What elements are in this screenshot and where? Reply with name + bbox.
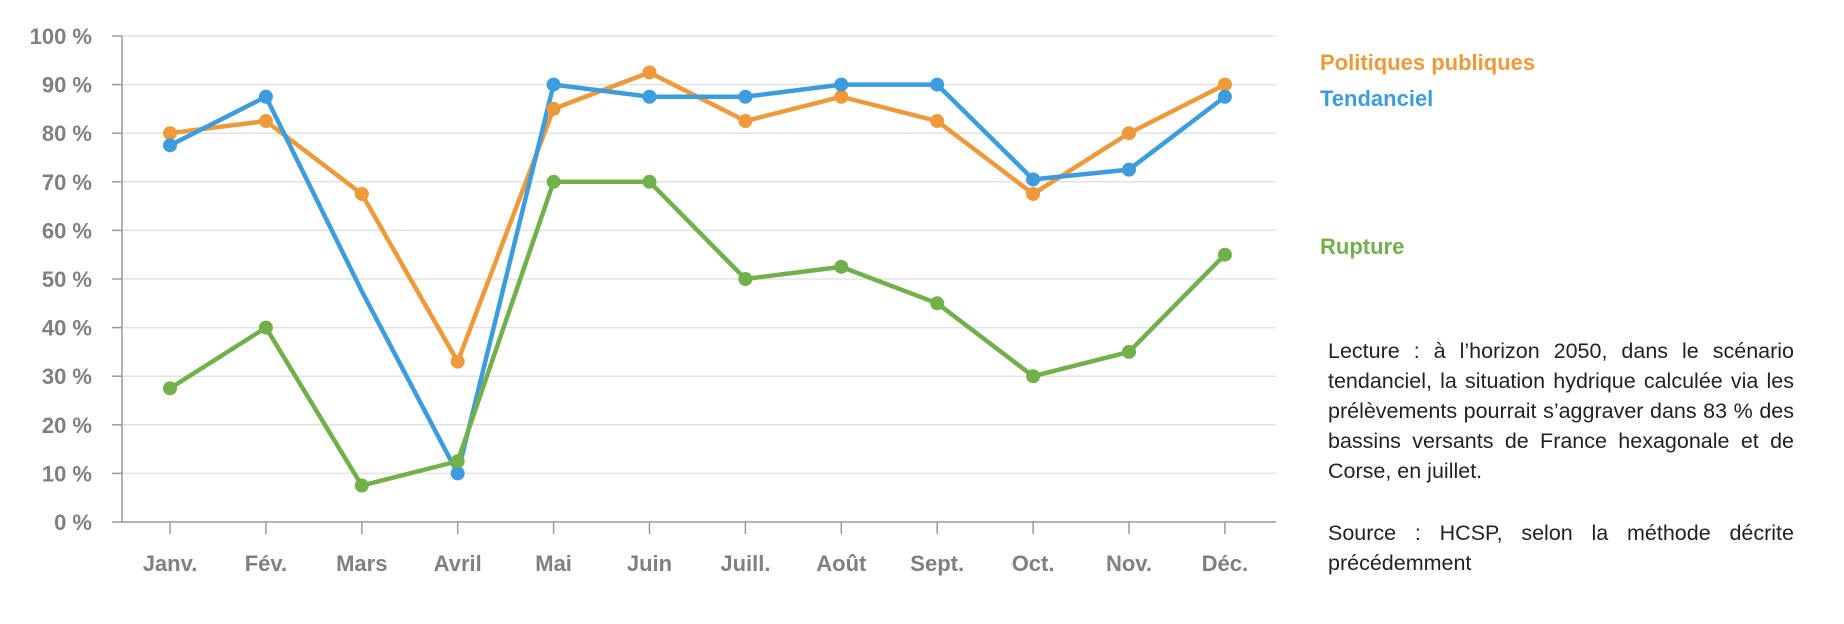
y-tick-label: 20 % [42, 413, 92, 438]
data-point-series-1 [1122, 126, 1136, 141]
data-point-series-2 [546, 77, 561, 92]
data-point-series-2 [258, 89, 273, 104]
data-point-series-1 [163, 126, 177, 141]
y-tick-label: 100 % [30, 24, 92, 49]
x-tick-label: Juin [627, 551, 672, 576]
x-tick-label: Nov. [1106, 551, 1152, 576]
y-tick-label: 70 % [42, 170, 92, 195]
legend-label-2: Tendanciel [1320, 86, 1434, 111]
data-point-series-2 [1122, 162, 1136, 177]
data-point-series-3 [738, 272, 753, 286]
y-tick-label: 30 % [42, 364, 92, 389]
source-note: Source : HCSP, selon la méthode décrite … [1328, 521, 1794, 575]
data-point-series-3 [546, 174, 561, 189]
y-tick-label: 90 % [42, 73, 92, 98]
data-point-series-3 [834, 259, 849, 274]
x-tick-label: Sept. [910, 551, 964, 576]
data-point-series-2 [642, 89, 657, 104]
data-point-series-2 [1026, 172, 1041, 187]
series-lines [167, 70, 1228, 488]
data-point-series-2 [738, 89, 753, 104]
legend-label-3: Rupture [1320, 234, 1405, 259]
data-point-series-3 [1122, 344, 1136, 359]
data-point-series-1 [834, 89, 849, 104]
data-point-series-1 [258, 114, 273, 129]
data-point-series-3 [258, 320, 273, 335]
y-tick-label: 10 % [42, 461, 92, 486]
x-tick-label: Janv. [143, 551, 198, 576]
series-markers [163, 65, 1232, 493]
data-point-series-2 [1217, 89, 1232, 104]
data-point-series-1 [1217, 77, 1232, 92]
data-point-series-3 [1217, 247, 1232, 262]
y-tick-label: 0 % [54, 510, 92, 535]
data-point-series-1 [738, 114, 753, 129]
x-tick-label: Août [816, 551, 867, 576]
series-line-1 [167, 70, 1228, 364]
data-point-series-2 [834, 77, 849, 92]
y-tick-label: 80 % [42, 121, 92, 146]
gridlines [122, 35, 1276, 475]
x-tick-label: Juill. [720, 551, 770, 576]
series-line-2 [167, 82, 1228, 476]
data-point-series-1 [1026, 186, 1041, 201]
x-tick-label: Mars [336, 551, 387, 576]
data-point-series-3 [1026, 369, 1041, 384]
data-point-series-3 [354, 478, 369, 493]
x-tick-label: Avril [434, 551, 482, 576]
axes [112, 35, 1276, 534]
x-tick-label: Oct. [1012, 551, 1055, 576]
data-point-series-1 [546, 101, 561, 116]
reading-note: Lecture : à l’horizon 2050, dans le scén… [1328, 339, 1794, 483]
data-point-series-3 [163, 381, 177, 396]
y-tick-label: 40 % [42, 316, 92, 341]
data-point-series-1 [354, 186, 369, 201]
data-point-series-3 [642, 174, 657, 189]
data-point-series-1 [930, 114, 945, 129]
x-tick-label: Fév. [245, 551, 287, 576]
x-tick-label: Déc. [1202, 551, 1248, 576]
data-point-series-2 [450, 466, 465, 481]
tick-labels: 0 % 10 % 20 % 30 % 40 % 50 % 60 % 70 % 80 % 90 % 1… [30, 24, 1249, 576]
data-point-series-1 [450, 354, 465, 369]
data-point-series-1 [642, 65, 657, 80]
data-point-series-3 [450, 454, 465, 469]
data-point-series-2 [930, 77, 945, 92]
data-point-series-3 [930, 296, 945, 311]
data-point-series-2 [163, 138, 177, 153]
x-tick-label: Mai [535, 551, 572, 576]
y-tick-label: 50 % [42, 267, 92, 292]
legend-label-1: Politiques publiques [1320, 50, 1536, 75]
series-line-3 [167, 179, 1228, 488]
y-tick-label: 60 % [42, 218, 92, 243]
